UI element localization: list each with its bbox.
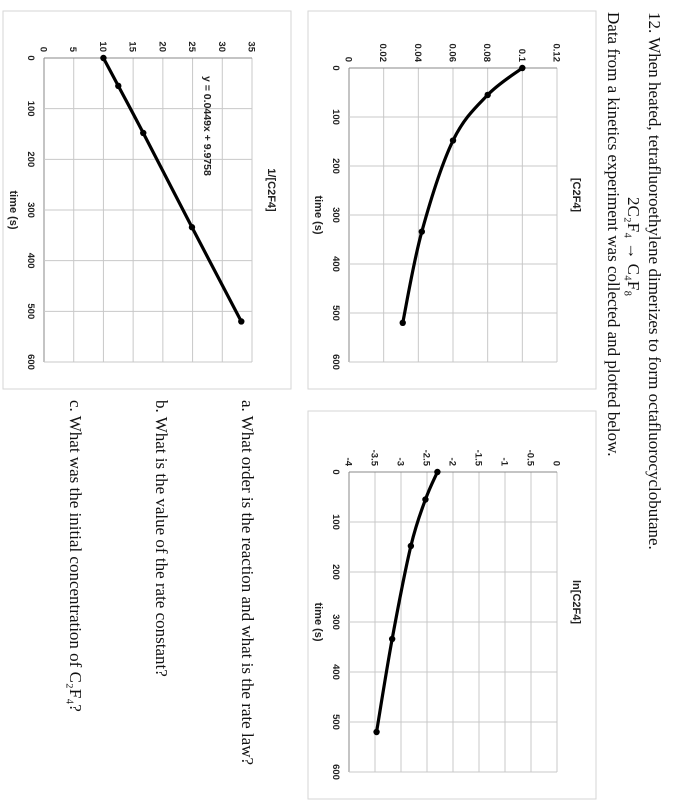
problem-intro: Data from a kinetics experiment was coll… bbox=[604, 12, 623, 457]
y-tick-label: 0.1 bbox=[516, 49, 527, 63]
x-tick-label: 0 bbox=[330, 469, 341, 474]
y-tick-label: 0.04 bbox=[412, 44, 423, 63]
y-tick-label: 20 bbox=[156, 41, 167, 52]
x-tick-label: 100 bbox=[330, 109, 341, 125]
question-a: a. What order is the reaction and what i… bbox=[238, 400, 257, 766]
x-axis-label: time (s) bbox=[312, 602, 324, 641]
x-tick-label: 500 bbox=[330, 305, 341, 321]
data-point bbox=[388, 635, 396, 643]
y-tick-label: 30 bbox=[216, 41, 227, 52]
question-c: c. What was the initial concentration of… bbox=[66, 400, 85, 712]
y-tick-label: 0.02 bbox=[377, 44, 388, 63]
y-tick-label: 5 bbox=[67, 47, 78, 53]
series-line bbox=[101, 56, 243, 324]
y-tick-label: -1 bbox=[499, 458, 510, 467]
y-tick-label: 35 bbox=[246, 41, 257, 52]
question-b: b. What is the value of the rate constan… bbox=[152, 400, 171, 677]
x-tick-label: 400 bbox=[330, 664, 341, 680]
chart-inverse-concentration: 0 5 10 15 20 25 30 35 0 100 200 300 400 500 600 1/[C2F4… bbox=[2, 10, 292, 390]
y-tick-label: -0.5 bbox=[525, 450, 536, 467]
data-point bbox=[484, 91, 491, 99]
chart-ln-concentration: 0-0.5-1-1.5-2-2.5-3-3.5-4010020030040050… bbox=[307, 410, 597, 800]
y-tick-label: 0 bbox=[343, 57, 354, 62]
x-tick-label: 0 bbox=[330, 65, 341, 70]
x-tick-label: 200 bbox=[330, 158, 341, 174]
x-tick-label: 300 bbox=[330, 207, 341, 223]
y-tick-label: -2 bbox=[447, 458, 458, 466]
data-point bbox=[407, 542, 415, 550]
y-tick-label: 0 bbox=[551, 461, 562, 466]
reaction-equation: 2C₂F₄ → C₄F₈ bbox=[624, 197, 643, 297]
data-point bbox=[140, 129, 147, 137]
y-tick-label: -1.5 bbox=[473, 450, 484, 467]
data-point bbox=[115, 82, 122, 90]
x-tick-label: 600 bbox=[330, 354, 341, 370]
data-point bbox=[434, 468, 441, 476]
data-point bbox=[238, 318, 245, 325]
y-tick-label: 0.06 bbox=[447, 44, 458, 63]
x-tick-label: 0 bbox=[25, 55, 36, 60]
data-point bbox=[399, 319, 406, 326]
x-tick-label: 200 bbox=[330, 564, 341, 580]
x-axis-label: time (s) bbox=[7, 190, 19, 229]
x-tick-label: 600 bbox=[330, 764, 341, 780]
x-axis-label: time (s) bbox=[312, 195, 324, 234]
x-tick-label: 300 bbox=[330, 614, 341, 630]
data-point bbox=[519, 64, 526, 72]
y-tick-label: 10 bbox=[97, 41, 108, 52]
data-point bbox=[422, 496, 429, 503]
x-tick-label: 200 bbox=[25, 151, 36, 167]
y-tick-label: -2.5 bbox=[421, 450, 432, 467]
y-axis-label: ln[C2F4] bbox=[570, 580, 582, 624]
y-tick-label: -3.5 bbox=[369, 450, 380, 467]
x-tick-label: 100 bbox=[25, 101, 36, 117]
y-tick-label: -3 bbox=[395, 458, 406, 466]
y-tick-label: 15 bbox=[127, 41, 138, 52]
y-axis-label: 1/[C2F4] bbox=[265, 168, 277, 212]
problem-statement: 12. When heated, tetrafluoroethylene dim… bbox=[645, 12, 664, 550]
chart-frame bbox=[2, 10, 292, 390]
x-tick-label: 600 bbox=[25, 354, 36, 370]
trendline-equation: y = 0.0449x + 9.9758 bbox=[201, 76, 213, 176]
x-tick-label: 500 bbox=[330, 714, 341, 730]
x-tick-label: 400 bbox=[25, 253, 36, 269]
series-line bbox=[401, 66, 524, 325]
data-point bbox=[188, 224, 196, 231]
x-tick-label: 500 bbox=[25, 303, 36, 319]
data-point bbox=[449, 137, 457, 144]
y-tick-label: 0 bbox=[38, 47, 49, 52]
y-tick-label: 0.08 bbox=[481, 44, 492, 63]
series-line bbox=[374, 470, 439, 734]
y-tick-label: 0.12 bbox=[551, 44, 562, 63]
data-point bbox=[418, 228, 425, 235]
data-point bbox=[100, 54, 107, 62]
data-point bbox=[373, 728, 380, 736]
y-tick-label: -4 bbox=[343, 458, 354, 467]
chart-frame bbox=[307, 10, 597, 390]
x-tick-label: 400 bbox=[330, 256, 341, 272]
y-tick-label: 25 bbox=[186, 41, 197, 52]
x-tick-label: 300 bbox=[25, 202, 36, 218]
y-axis-label: [C2F4] bbox=[570, 178, 582, 213]
chart-concentration: 0 0.02 0.04 0.06 0.08 0.1 0.12 0 100 200 300 400 500… bbox=[307, 10, 597, 390]
x-tick-label: 100 bbox=[330, 514, 341, 530]
chart-frame bbox=[307, 410, 597, 800]
